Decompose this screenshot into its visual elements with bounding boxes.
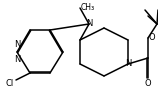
- Text: N: N: [14, 55, 20, 64]
- Text: N: N: [14, 39, 20, 49]
- Text: O: O: [149, 33, 155, 42]
- Text: CH₃: CH₃: [80, 3, 95, 12]
- Text: Cl: Cl: [6, 78, 14, 88]
- Text: N: N: [125, 60, 131, 69]
- Text: N: N: [86, 19, 92, 28]
- Text: O: O: [145, 79, 151, 88]
